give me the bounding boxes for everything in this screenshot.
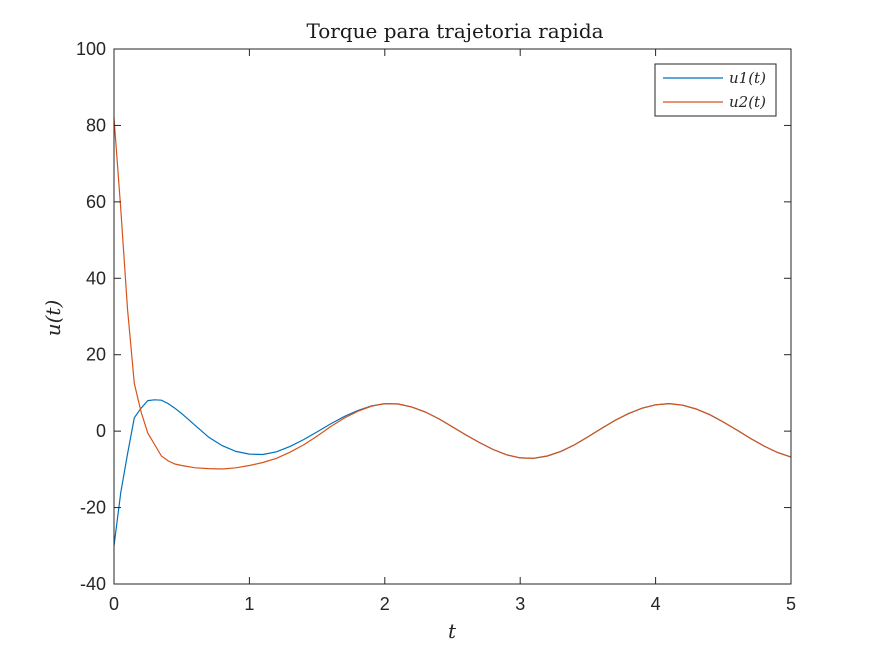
x-tick-label: 4 bbox=[651, 594, 661, 614]
plot-frame bbox=[113, 48, 792, 585]
y-tick-label: -20 bbox=[80, 498, 106, 518]
x-tick-label: 1 bbox=[244, 594, 254, 614]
tick-layer: 0 1 2 3 4 5 -40 -20 0 20 40 60 80 100 bbox=[76, 39, 796, 614]
y-tick-label: 20 bbox=[86, 345, 106, 365]
y-axis-label: u(t) bbox=[41, 300, 65, 337]
legend-label-u2: u2(t) bbox=[729, 93, 766, 111]
y-tick-label: 0 bbox=[96, 421, 106, 441]
legend: u1(t) u2(t) bbox=[654, 63, 777, 117]
plot-area bbox=[114, 49, 791, 584]
x-axis-label: t bbox=[448, 619, 457, 643]
y-tick-label: 60 bbox=[86, 192, 106, 212]
x-tick-label: 2 bbox=[380, 594, 390, 614]
series-line-2 bbox=[113, 117, 792, 470]
y-tick-label: 40 bbox=[86, 268, 106, 288]
x-tick-label: 5 bbox=[786, 594, 796, 614]
y-tick-label: 80 bbox=[86, 115, 106, 135]
x-tick-label: 3 bbox=[515, 594, 525, 614]
series-layer bbox=[113, 117, 792, 546]
y-tick-label: 100 bbox=[76, 39, 106, 59]
chart-title: Torque para trajetoria rapida bbox=[306, 19, 603, 43]
legend-label-u1: u1(t) bbox=[729, 69, 766, 87]
x-tick-label: 0 bbox=[109, 594, 119, 614]
y-tick-label: -40 bbox=[80, 574, 106, 594]
legend-box bbox=[654, 63, 777, 117]
